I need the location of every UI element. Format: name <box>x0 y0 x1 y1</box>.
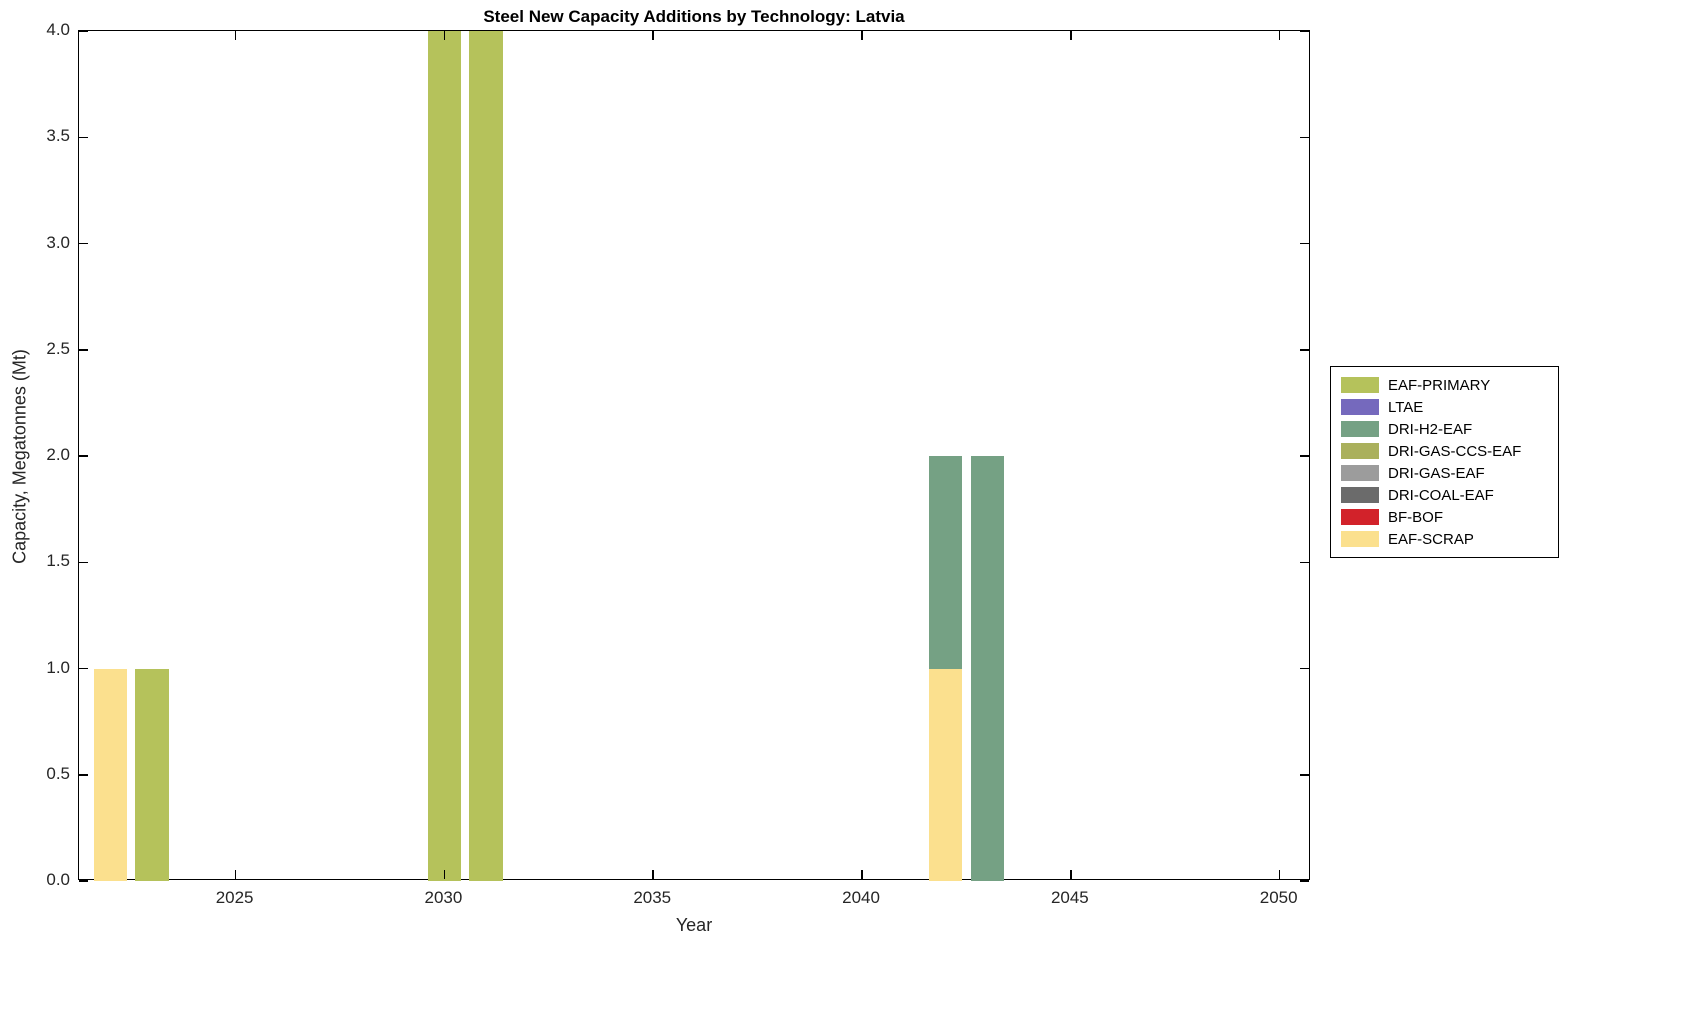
x-tick-top <box>652 31 654 40</box>
y-tick-label: 3.5 <box>46 126 70 146</box>
x-tick-top <box>234 31 237 40</box>
bar-segment-eaf-primary-2023 <box>135 668 169 881</box>
y-tick-label: 1.0 <box>46 657 70 677</box>
x-tick-bottom <box>1070 870 1072 879</box>
x-tick-label: 2045 <box>1050 888 1089 907</box>
y-tick-left <box>79 880 88 882</box>
bar-segment-dri-h2-eaf-2042 <box>928 456 963 669</box>
legend-item-bf-bof: BF-BOF <box>1341 506 1548 528</box>
y-tick-left <box>79 561 88 563</box>
y-tick-left <box>79 242 88 245</box>
legend-swatch-bf-bof <box>1341 509 1379 525</box>
y-tick-label: 2.0 <box>46 445 70 464</box>
chart-title: Steel New Capacity Additions by Technolo… <box>483 7 905 26</box>
x-tick-label: 2030 <box>424 888 463 907</box>
x-tick-label: 2040 <box>842 888 880 907</box>
y-tick-right <box>1300 455 1309 457</box>
y-tick-right <box>1300 774 1309 776</box>
legend-swatch-dri-gas-eaf <box>1341 465 1379 481</box>
y-tick-right <box>1300 561 1309 563</box>
legend-label: DRI-COAL-EAF <box>1388 486 1494 504</box>
y-tick-left <box>79 349 88 351</box>
legend-swatch-eaf-scrap <box>1341 531 1379 547</box>
x-tick-bottom <box>1278 870 1281 879</box>
bar-segment-eaf-scrap-2042 <box>928 668 963 881</box>
y-tick-right <box>1300 136 1309 138</box>
legend-item-ltae: LTAE <box>1341 396 1548 418</box>
x-tick-top <box>861 31 863 40</box>
legend-label: EAF-PRIMARY <box>1388 376 1491 394</box>
y-tick-right <box>1300 30 1309 32</box>
legend-label: DRI-GAS-CCS-EAF <box>1388 442 1522 460</box>
x-tick-top <box>443 31 446 40</box>
bar-segment-dri-h2-eaf-2043 <box>970 456 1005 881</box>
x-tick-label: 2025 <box>215 888 254 907</box>
y-tick-right <box>1300 242 1309 245</box>
legend-swatch-dri-coal-eaf <box>1341 487 1379 503</box>
x-tick-bottom <box>443 870 446 879</box>
legend-label: DRI-GAS-EAF <box>1388 464 1485 482</box>
y-tick-right <box>1300 349 1309 351</box>
x-tick-top <box>1070 31 1072 40</box>
legend-swatch-dri-gas-ccs-eaf <box>1341 443 1379 459</box>
x-tick-bottom <box>652 870 654 879</box>
y-tick-left <box>79 30 88 32</box>
y-tick-left <box>79 455 88 457</box>
legend-item-dri-h2-eaf: DRI-H2-EAF <box>1341 418 1548 440</box>
legend-swatch-dri-h2-eaf <box>1341 421 1379 437</box>
legend-swatch-ltae <box>1341 399 1379 415</box>
y-tick-label: 0.5 <box>46 763 70 783</box>
y-tick-left <box>79 774 88 776</box>
legend-swatch-eaf-primary <box>1341 377 1379 393</box>
legend: EAF-PRIMARY LTAE DRI-H2-EAF DRI-GAS-CCS-EAF… <box>1330 366 1559 558</box>
x-tick-label: 2050 <box>1259 888 1298 907</box>
legend-item-eaf-primary: EAF-PRIMARY <box>1341 374 1548 396</box>
legend-item-dri-gas-ccs-eaf: DRI-GAS-CCS-EAF <box>1341 440 1548 462</box>
y-tick-left <box>79 667 88 670</box>
legend-item-eaf-scrap: EAF-SCRAP <box>1341 528 1548 550</box>
y-tick-label: 3.0 <box>46 232 70 252</box>
legend-label: DRI-H2-EAF <box>1388 420 1473 438</box>
x-tick-bottom <box>861 870 863 879</box>
legend-item-dri-coal-eaf: DRI-COAL-EAF <box>1341 484 1548 506</box>
y-tick-label: 0.0 <box>46 870 70 889</box>
x-axis-label: Year <box>675 915 713 935</box>
y-tick-right <box>1300 880 1309 882</box>
y-tick-right <box>1300 667 1309 670</box>
bar-segment-eaf-primary-2031 <box>469 31 503 881</box>
y-tick-label: 4.0 <box>46 20 70 39</box>
legend-label: BF-BOF <box>1388 508 1443 526</box>
legend-item-dri-gas-eaf: DRI-GAS-EAF <box>1341 462 1548 484</box>
y-tick-label: 2.5 <box>46 338 70 358</box>
y-tick-label: 1.5 <box>46 551 70 571</box>
bar-segment-eaf-scrap-2022 <box>93 668 128 881</box>
x-tick-top <box>1278 31 1281 40</box>
bar-segment-eaf-primary-2030 <box>427 31 462 881</box>
y-tick-left <box>79 136 88 138</box>
legend-label: EAF-SCRAP <box>1388 530 1474 548</box>
plot-area <box>78 30 1310 882</box>
legend-label: LTAE <box>1388 398 1424 416</box>
x-tick-bottom <box>234 870 237 879</box>
x-tick-label: 2035 <box>633 888 672 907</box>
